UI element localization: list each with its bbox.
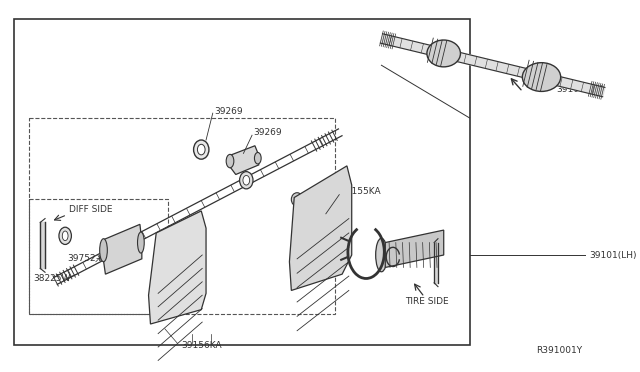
Polygon shape	[104, 224, 142, 274]
Text: 39269: 39269	[253, 128, 282, 137]
Polygon shape	[230, 146, 259, 174]
Ellipse shape	[197, 144, 205, 155]
Bar	[14, 19, 470, 345]
Ellipse shape	[376, 238, 387, 272]
Text: 39269: 39269	[214, 107, 243, 116]
Bar	[29, 118, 335, 314]
Text: 39101(LH): 39101(LH)	[556, 86, 604, 94]
Text: 39155KA: 39155KA	[340, 187, 381, 196]
Ellipse shape	[193, 140, 209, 159]
Bar	[29, 199, 168, 314]
Polygon shape	[289, 166, 352, 291]
Text: 39101(LH): 39101(LH)	[589, 250, 637, 260]
Ellipse shape	[243, 176, 250, 185]
Text: TIRE SIDE: TIRE SIDE	[404, 296, 448, 305]
Ellipse shape	[59, 227, 72, 244]
Polygon shape	[385, 230, 444, 267]
Text: DIFF SIDE: DIFF SIDE	[69, 205, 113, 214]
Text: 39156KA: 39156KA	[181, 341, 221, 350]
Ellipse shape	[62, 231, 68, 241]
Ellipse shape	[226, 154, 234, 168]
Polygon shape	[434, 243, 438, 283]
Polygon shape	[40, 222, 45, 269]
Polygon shape	[148, 211, 206, 324]
Ellipse shape	[100, 239, 108, 262]
Ellipse shape	[427, 40, 460, 67]
Ellipse shape	[239, 171, 253, 189]
Ellipse shape	[255, 153, 261, 164]
Polygon shape	[380, 34, 605, 97]
Ellipse shape	[522, 62, 561, 92]
Text: 38225W: 38225W	[33, 273, 71, 282]
Ellipse shape	[291, 193, 303, 206]
Text: 39752+Ⅱ: 39752+Ⅱ	[67, 254, 108, 263]
Ellipse shape	[138, 232, 144, 253]
Text: R391001Y: R391001Y	[536, 346, 582, 355]
